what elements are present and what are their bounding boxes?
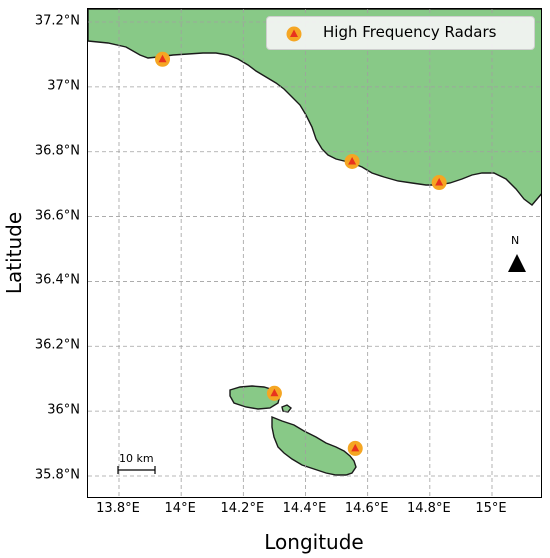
scale-bar bbox=[117, 466, 156, 474]
gridlines bbox=[88, 9, 541, 497]
radar-markers bbox=[155, 51, 447, 456]
legend: High Frequency Radars bbox=[266, 16, 535, 50]
radar-marker[interactable] bbox=[344, 153, 360, 169]
y-tick-label: 36.4°N bbox=[34, 272, 80, 288]
radar-marker[interactable] bbox=[266, 385, 282, 401]
x-tick-label: 14.2°E bbox=[220, 501, 265, 516]
y-tick-label: 37.2°N bbox=[34, 13, 80, 29]
x-tick-label: 14.8°E bbox=[406, 501, 451, 516]
x-tick-label: 14°E bbox=[164, 501, 196, 516]
map-frame[interactable] bbox=[87, 8, 542, 498]
y-tick-label: 37°N bbox=[47, 78, 80, 94]
y-tick-label: 36.8°N bbox=[34, 143, 80, 159]
land-malta bbox=[271, 415, 357, 476]
radar-marker[interactable] bbox=[347, 440, 363, 456]
north-arrow-label: N bbox=[511, 234, 520, 247]
radar-triangle-icon bbox=[435, 178, 444, 186]
land-sicily bbox=[88, 9, 541, 206]
y-tick-label: 36.6°N bbox=[34, 208, 80, 224]
radar-triangle-icon bbox=[158, 54, 167, 63]
x-tick-label: 13.8°E bbox=[96, 501, 140, 516]
land-comino bbox=[281, 404, 292, 413]
x-tick-label: 15°E bbox=[475, 501, 507, 516]
radar-triangle-icon bbox=[351, 443, 360, 452]
y-tick-label: 36.2°N bbox=[34, 337, 80, 353]
legend-label: High Frequency Radars bbox=[323, 23, 497, 41]
radar-legend-icon bbox=[286, 26, 302, 42]
radar-triangle-icon bbox=[348, 156, 357, 165]
y-tick-label: 35.8°N bbox=[34, 467, 80, 483]
x-tick-label: 14.4°E bbox=[282, 501, 327, 516]
x-tick-label: 14.6°E bbox=[344, 501, 389, 516]
land-layer bbox=[88, 9, 541, 476]
x-axis-title: Longitude bbox=[264, 530, 364, 554]
radar-marker[interactable] bbox=[155, 51, 171, 67]
radar-triangle-icon bbox=[270, 388, 279, 397]
map-canvas[interactable] bbox=[88, 9, 542, 498]
radar-marker[interactable] bbox=[431, 175, 447, 191]
north-arrow-icon bbox=[508, 254, 526, 272]
y-axis-title: Latitude bbox=[2, 211, 26, 295]
y-tick-label: 36°N bbox=[47, 402, 80, 418]
scale-bar-label: 10 km bbox=[119, 452, 154, 465]
